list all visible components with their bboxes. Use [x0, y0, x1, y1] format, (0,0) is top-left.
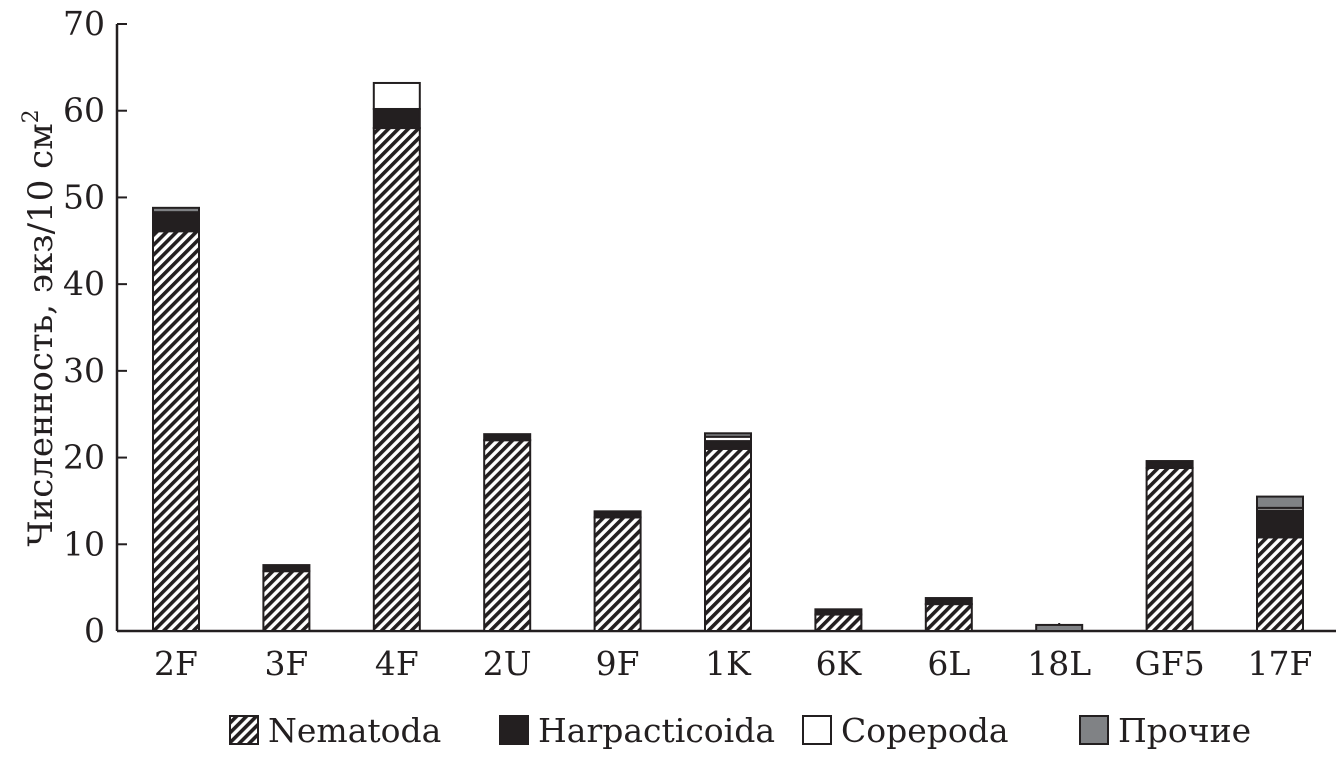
bar-segment-harpacticoida	[814, 608, 863, 616]
bar-segment-nematoda	[704, 447, 752, 632]
y-tick-label: 20	[63, 438, 105, 477]
bar-segment-harpacticoida	[483, 433, 532, 442]
y-tick-label: 70	[63, 4, 105, 43]
bar-segment-harpacticoida	[152, 211, 200, 233]
x-tick-label: 9F	[596, 644, 640, 683]
bars	[152, 81, 1304, 633]
bar-segment-harpacticoida	[924, 597, 973, 606]
y-tick-label: 50	[63, 177, 105, 216]
bar-segment-nematoda	[1256, 536, 1304, 632]
y-axis-label: Численность, экз/10 см2	[19, 109, 61, 546]
x-tick-label: 1K	[705, 644, 752, 683]
bar-segment-copepoda	[372, 81, 421, 110]
x-tick-label: 2F	[154, 644, 198, 683]
legend-label: Прочие	[1118, 711, 1251, 750]
x-tick-label: 3F	[264, 644, 308, 683]
x-tick-label: 17F	[1248, 644, 1313, 683]
x-tick-label: 6L	[927, 644, 970, 683]
bar-segment-nematoda	[814, 613, 863, 633]
axes: 0 10 20 30 40 50 60 70 2F 3F 4F 2U 9F 1K 6K 6L 18L GF5 17F	[63, 4, 1336, 683]
legend-label: Harpacticoida	[538, 711, 775, 750]
bar-segment-nematoda	[372, 127, 421, 633]
x-tick-label: GF5	[1134, 644, 1204, 683]
bar-segment-nematoda	[483, 439, 532, 632]
x-tick-label: 2U	[483, 644, 532, 683]
legend-label: Copepoda	[841, 711, 1009, 750]
x-tick-label: 4F	[375, 644, 419, 683]
bar-segment-harpacticoida	[593, 510, 642, 519]
bar-segment-harpacticoida	[372, 107, 421, 130]
bar-segment-nematoda	[924, 603, 973, 633]
bar-segment-прочие	[704, 432, 752, 438]
y-tick-label: 40	[63, 264, 105, 303]
y-tick-label: 60	[63, 91, 105, 130]
y-tick-label: 30	[63, 351, 105, 390]
bar-segment-прочие	[1035, 623, 1084, 632]
x-tick-label: 6K	[816, 644, 863, 683]
bar-segment-harpacticoida	[1145, 460, 1194, 469]
y-axis-label-superscript: 2	[19, 109, 44, 123]
bar-segment-прочие	[152, 206, 200, 214]
bar-segment-прочие	[1256, 495, 1304, 509]
legend-label: Nematoda	[268, 711, 441, 750]
y-tick-label: 0	[84, 611, 105, 650]
x-tick-label: 18L	[1027, 644, 1091, 683]
bar-segment-nematoda	[1145, 466, 1194, 632]
bar-segment-harpacticoida	[704, 440, 752, 450]
bar-segment-nematoda	[593, 516, 642, 633]
legend-swatch-harpacticoida	[499, 715, 529, 745]
legend: Nematoda Harpacticoida Copepoda Прочие	[229, 711, 1251, 750]
bar-segment-harpacticoida	[262, 564, 311, 573]
legend-swatch-nematoda	[229, 715, 259, 745]
legend-swatch-copepoda	[802, 715, 832, 745]
bar-segment-nematoda	[152, 230, 200, 633]
y-tick-label: 10	[63, 524, 105, 563]
bar-segment-nematoda	[262, 570, 311, 632]
bar-segment-harpacticoida	[1256, 509, 1304, 539]
legend-swatch-прочие	[1079, 715, 1109, 745]
